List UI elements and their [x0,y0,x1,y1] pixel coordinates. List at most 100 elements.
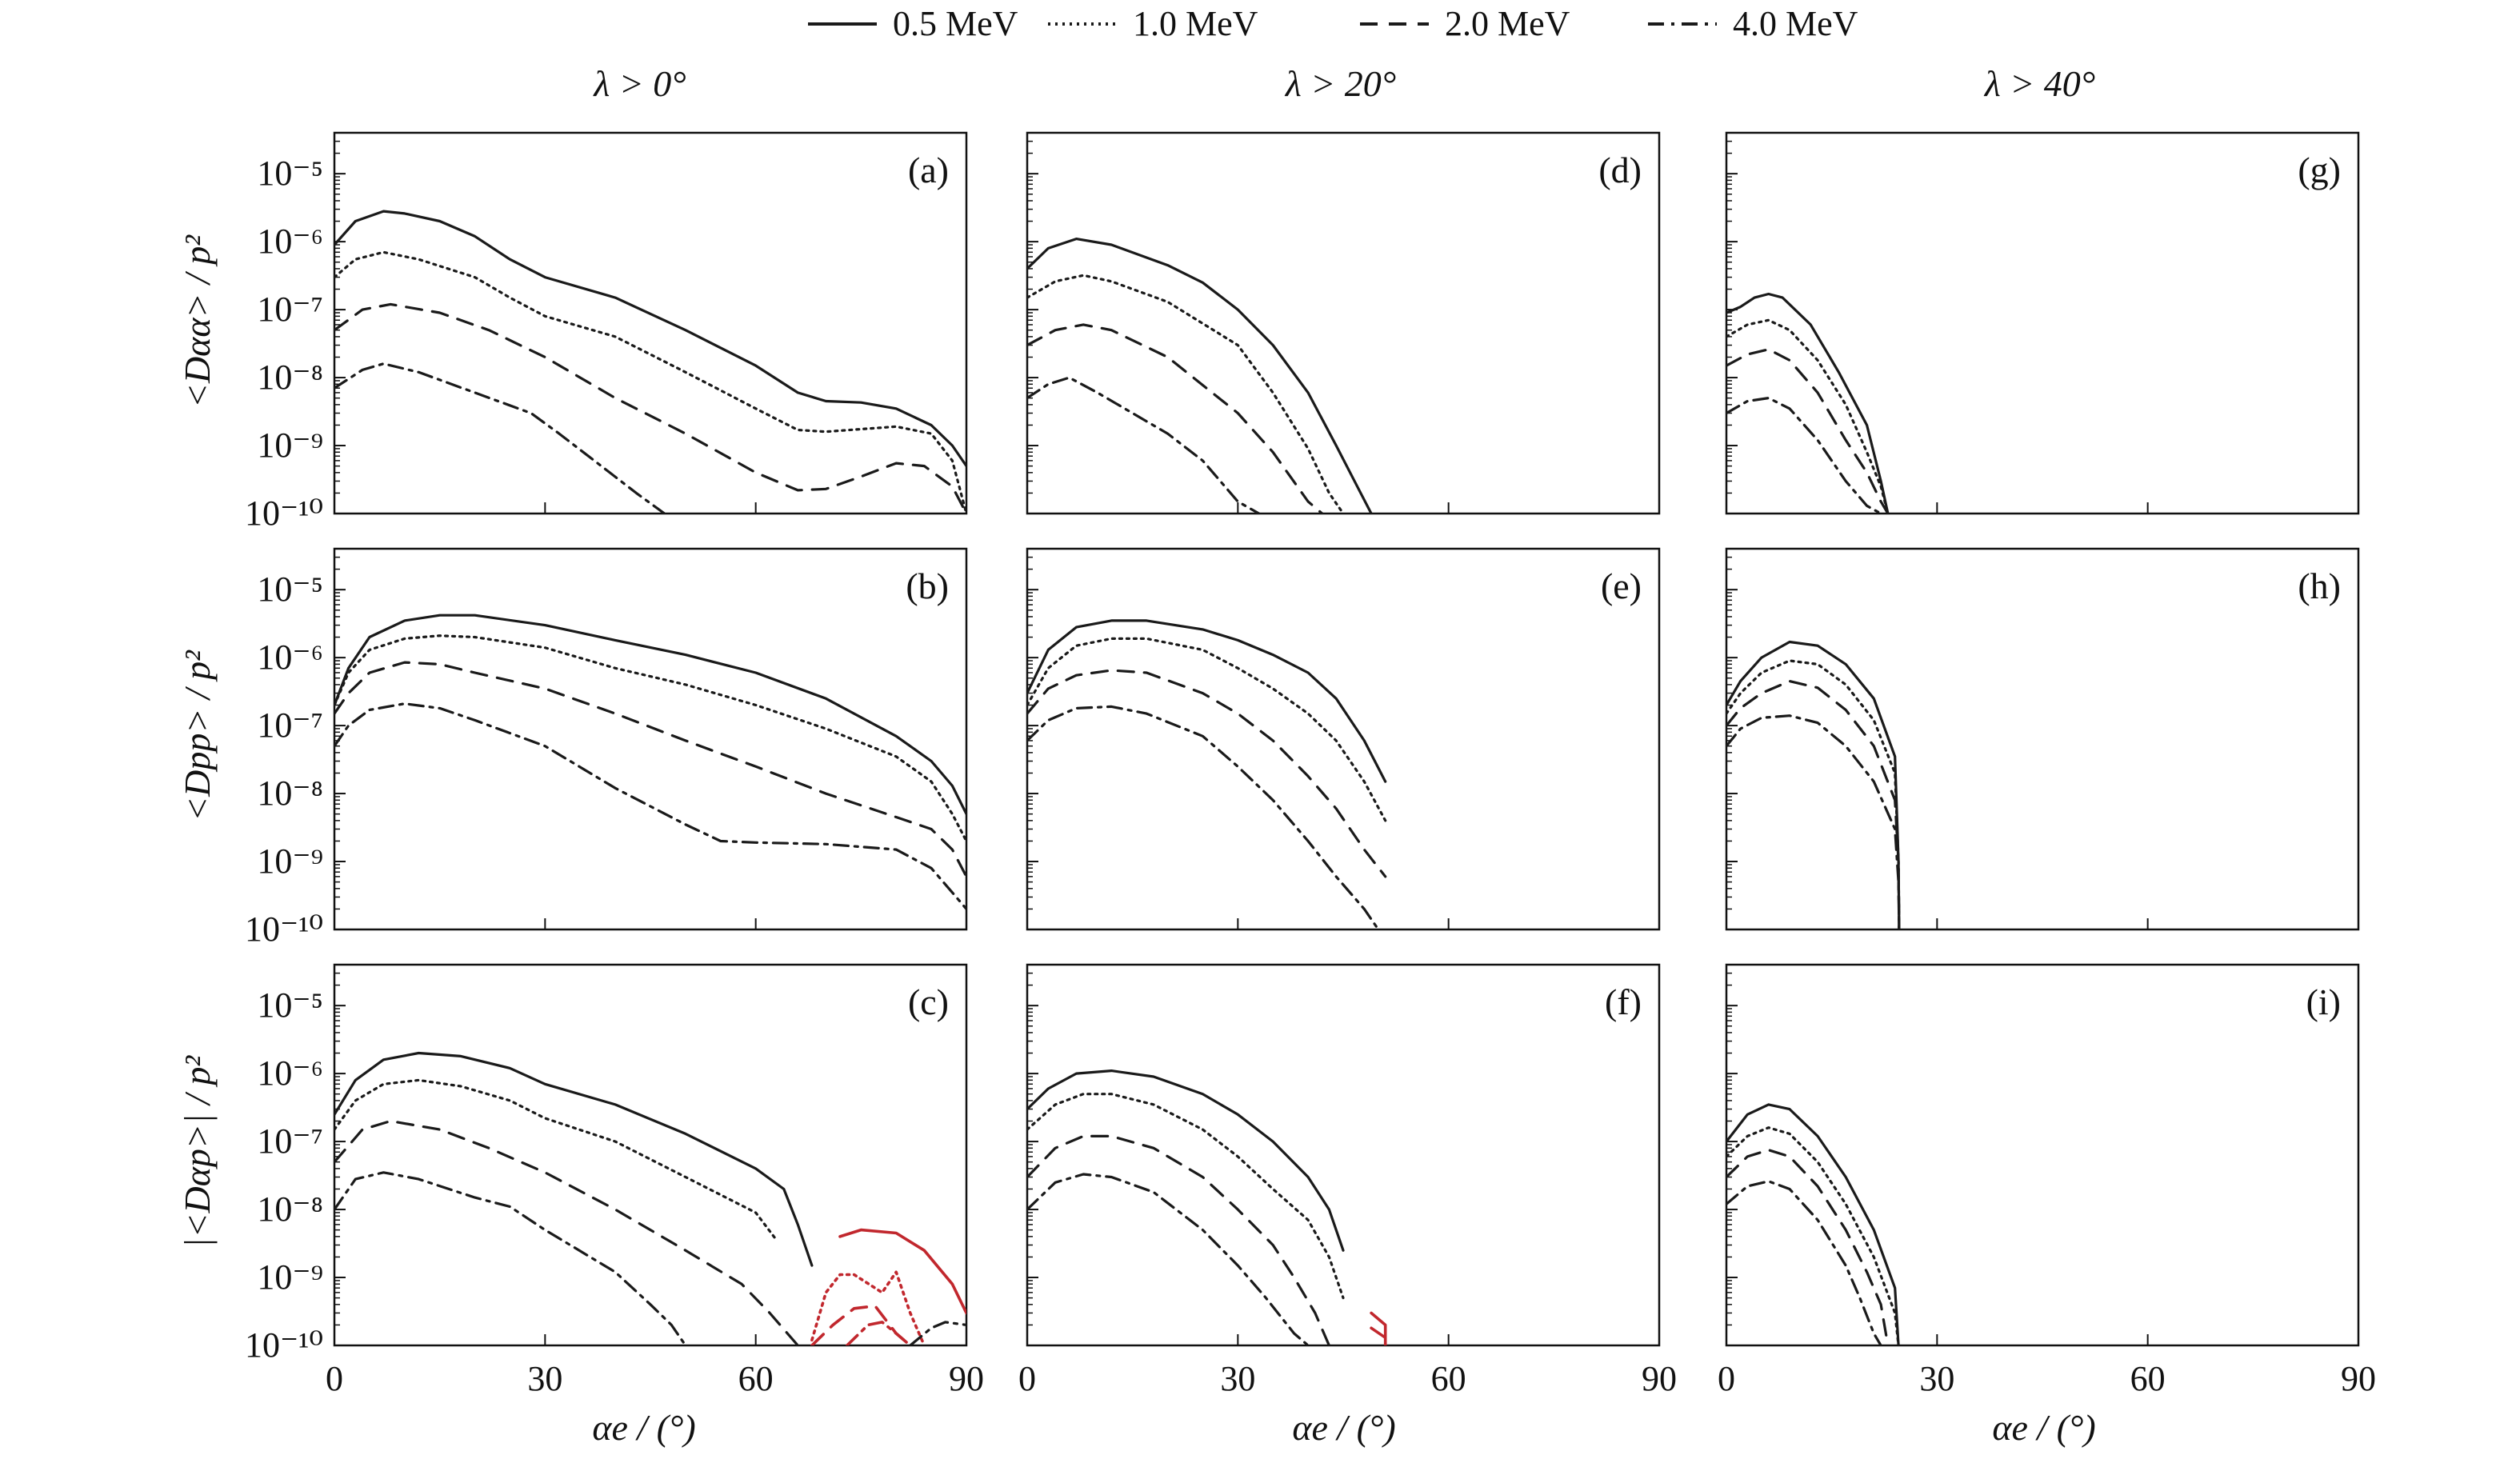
panel-label: (g) [2298,150,2341,190]
plot-frame [333,131,968,515]
x-tick-label: 30 [527,1359,562,1398]
x-tick-label: 90 [1642,1359,1677,1398]
row-ylabel-1: <Dpp> / p² [177,650,218,821]
series-line-0-5-mev [1726,292,1890,514]
series-line-4-0-mev [334,1171,687,1345]
series-group [334,1051,966,1345]
panel-label: (f) [1605,981,1642,1022]
plot-frame [1725,963,2360,1347]
panel-b: 10⁻¹⁰ 10⁻⁹ 10⁻⁸ 10⁻⁷ 10⁻⁶ 10⁻⁵ (b) [245,547,968,949]
xlabel-col-0: αe / (°) [592,1407,695,1448]
x-tick-label: 0 [326,1359,343,1398]
panel-label: (i) [2306,981,2341,1022]
y-tick-label: 10⁻¹⁰ [245,1325,323,1365]
y-tick-label: 10⁻⁸ [257,1189,323,1229]
panel-f: 0 30 60 90 (f) [1018,963,1677,1398]
series-line-0-5-mev [334,210,966,468]
series-line-2-0-mev [334,661,966,878]
xlabel-col-2: αe / (°) [1992,1407,2095,1448]
series-line-0-5-mev-negative [1370,1311,1387,1345]
row-ylabel-2: |<Dαp>| / p² [177,1055,218,1249]
y-tick-label: 10⁻⁶ [257,1053,323,1093]
panel-a: 10⁻¹⁰ 10⁻⁹ 10⁻⁸ 10⁻⁷ 10⁻⁶ 10⁻⁵ (a) [245,131,968,533]
series-group [1726,1103,1900,1345]
x-tick-label: 0 [1018,1359,1036,1398]
y-tick-label: 10⁻⁹ [257,1257,323,1297]
series-group [1726,292,1890,514]
plot-frame [1026,547,1661,931]
plot-frame [333,547,968,931]
series-group [334,210,966,514]
y-tick-label: 10⁻⁵ [257,985,323,1025]
legend-label-1: 1.0 MeV [1133,4,1258,43]
y-tick-label: 10⁻⁷ [257,1121,323,1161]
series-line-1-0-mev [1027,1093,1345,1300]
series-group [1726,640,1901,929]
panel-g: (g) [1725,131,2360,515]
row-ylabel-0: <Dαα> / p² [177,234,218,408]
series-line-4-0-mev [1726,397,1882,514]
x-tick-label: 90 [949,1359,984,1398]
series-line-1-0-mev-negative [810,1270,926,1345]
legend: 0.5 MeV 1.0 MeV 2.0 MeV 4.0 MeV [808,4,1858,43]
x-tick-label: 90 [2341,1359,2376,1398]
series-line-2-0-mev [334,302,966,514]
series-group [334,614,966,910]
legend-label-2: 2.0 MeV [1445,4,1570,43]
x-tick-label: 0 [1718,1359,1735,1398]
series-line-0-5-mev-negative [838,1228,966,1315]
column-title-0: λ > 0° [592,63,686,104]
series-line-1-0-mev [1726,1126,1900,1345]
y-tick-label: 10⁻⁷ [257,706,323,745]
panel-label: (a) [908,150,949,190]
series-line-4-0-mev [334,362,666,514]
panel-d: (d) [1026,131,1661,515]
panel-i: 0 30 60 90 (i) [1718,963,2376,1398]
series-line-4-0-mev-positive-tail [909,1321,966,1345]
plot-frame [1026,131,1661,515]
series-line-2-0-mev-negative [1370,1326,1387,1340]
legend-item-1: 1.0 MeV [1048,4,1258,43]
series-line-1-0-mev [1027,274,1345,514]
x-tick-label: 30 [1919,1359,1954,1398]
series-line-0-5-mev [1027,619,1387,783]
y-tick-label: 10⁻⁶ [257,638,323,677]
panel-e: (e) [1026,547,1661,931]
panel-label: (h) [2298,566,2341,606]
series-line-2-0-mev [1027,1134,1330,1345]
panel-label: (e) [1601,566,1642,606]
legend-item-2: 2.0 MeV [1360,4,1570,43]
panel-label: (d) [1598,150,1642,190]
x-tick-label: 30 [1220,1359,1255,1398]
series-line-0-5-mev [334,1051,814,1267]
series-group [1027,238,1373,514]
y-tick-label: 10⁻⁹ [257,841,323,881]
series-line-4-0-mev-negative [846,1321,912,1345]
series-line-2-0-mev [1726,1149,1890,1345]
series-line-0-5-mev [1726,1103,1900,1345]
plot-frame [1725,131,2360,515]
plot-frame [1026,963,1661,1347]
legend-item-3: 4.0 MeV [1648,4,1858,43]
y-tick-label: 10⁻¹⁰ [245,909,323,949]
panels-group: 10⁻¹⁰ 10⁻⁹ 10⁻⁸ 10⁻⁷ 10⁻⁶ 10⁻⁵ (a) 10⁻¹⁰ 10⁻⁹ 10⁻… [245,131,2376,1398]
series-line-4-0-mev [1027,376,1261,514]
series-group [1027,1069,1387,1345]
series-group [1027,619,1387,929]
series-line-4-0-mev [1726,714,1901,929]
series-line-2-0-mev [1027,323,1324,514]
series-line-4-0-mev [1027,1173,1310,1345]
series-line-2-0-mev-negative [810,1304,912,1345]
series-line-1-0-mev [334,1078,778,1242]
legend-label-0: 0.5 MeV [893,4,1018,43]
x-tick-label: 60 [2130,1359,2166,1398]
xlabel-col-1: αe / (°) [1292,1407,1395,1448]
panel-label: (b) [906,566,949,606]
column-title-1: λ > 20° [1284,63,1396,104]
series-line-1-0-mev [1027,637,1387,822]
series-line-2-0-mev [1726,680,1901,929]
y-tick-label: 10⁻⁵ [257,154,323,193]
panel-label: (c) [908,981,949,1022]
series-line-2-0-mev [1726,348,1890,514]
